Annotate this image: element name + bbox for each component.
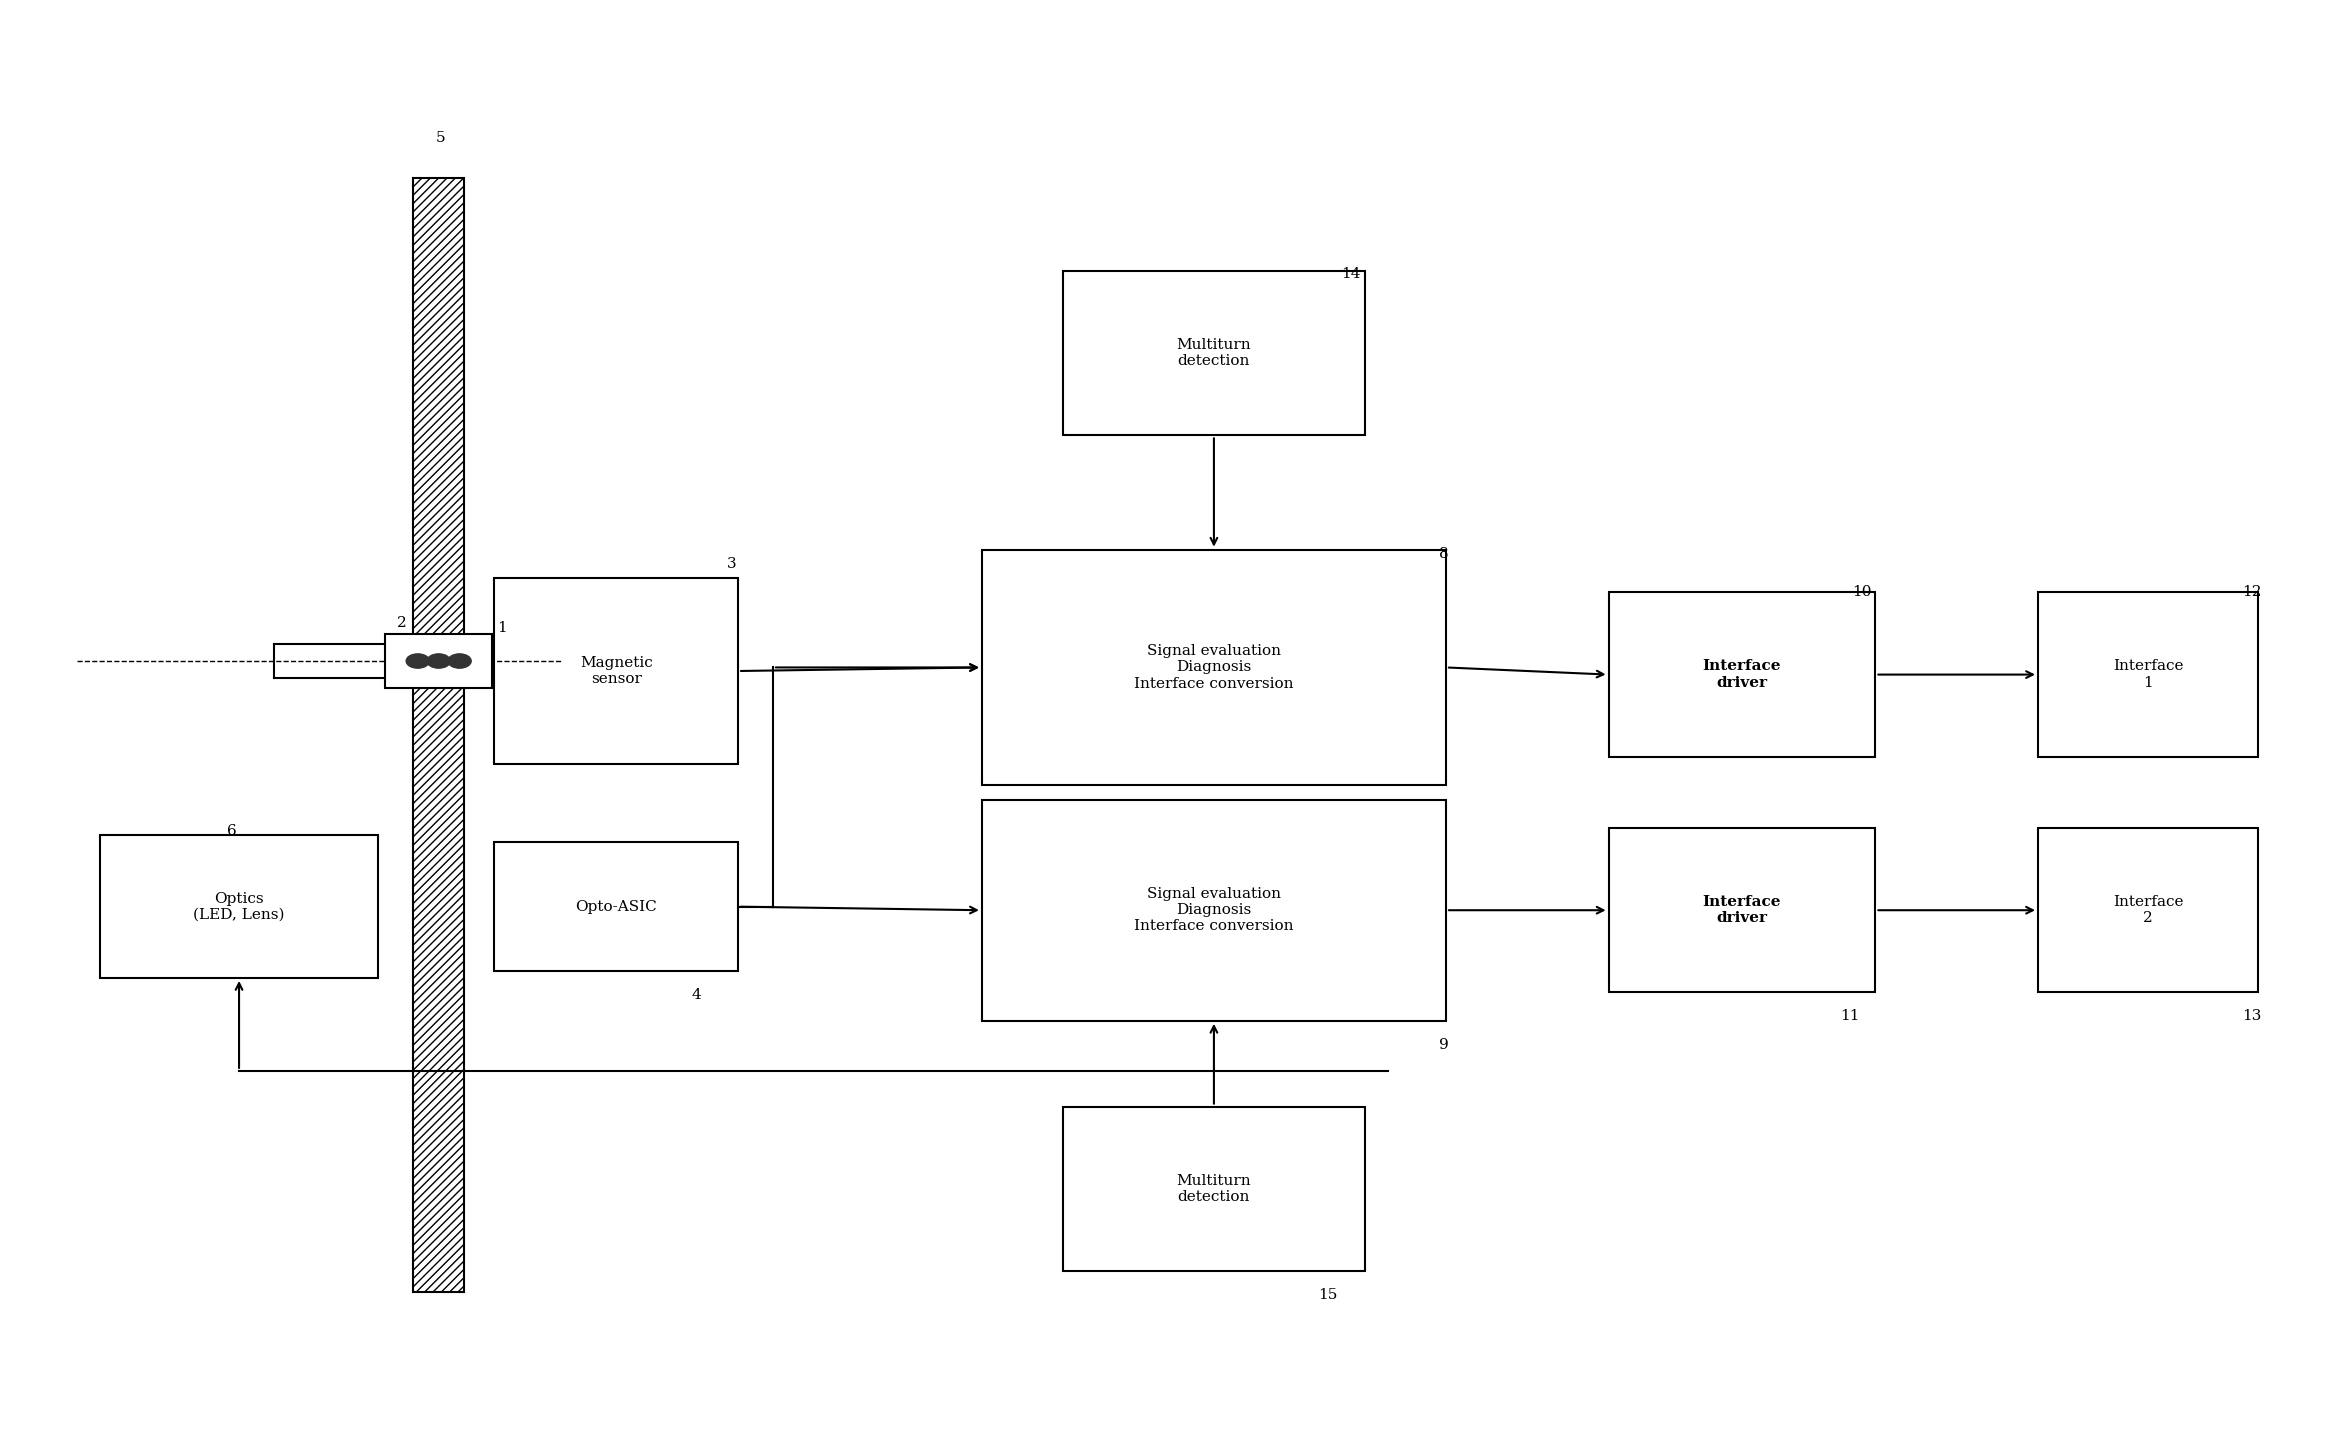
Text: Opto-ASIC: Opto-ASIC [574, 900, 656, 914]
Text: Interface
driver: Interface driver [1702, 895, 1782, 926]
Bar [981, 549, 1445, 786]
Text: 13: 13 [2242, 1009, 2263, 1024]
Text: Signal evaluation
Diagnosis
Interface conversion: Signal evaluation Diagnosis Interface co… [1135, 645, 1294, 691]
Text: Magnetic
sensor: Magnetic sensor [579, 656, 651, 686]
Text: 11: 11 [1840, 1009, 1861, 1024]
Text: 1: 1 [497, 622, 507, 636]
Bar [100, 835, 378, 978]
Text: 14: 14 [1343, 267, 1361, 281]
Bar [981, 799, 1445, 1021]
Bar [495, 578, 738, 764]
Text: Interface
2: Interface 2 [2113, 895, 2183, 926]
Text: 8: 8 [1438, 547, 1448, 561]
Text: 6: 6 [226, 823, 238, 838]
Text: Optics
(LED, Lens): Optics (LED, Lens) [194, 891, 285, 921]
Text: 15: 15 [1319, 1288, 1338, 1302]
Text: Interface
driver: Interface driver [1702, 659, 1782, 689]
Text: 10: 10 [1852, 585, 1873, 600]
Text: Multiturn
detection: Multiturn detection [1177, 339, 1252, 368]
Circle shape [406, 653, 430, 668]
Text: Signal evaluation
Diagnosis
Interface conversion: Signal evaluation Diagnosis Interface co… [1135, 887, 1294, 933]
Text: 4: 4 [691, 988, 700, 1002]
Bar [1062, 271, 1364, 435]
Text: 2: 2 [397, 616, 406, 630]
Text: 5: 5 [437, 131, 446, 146]
Text: 9: 9 [1438, 1038, 1448, 1053]
Bar [1062, 1106, 1364, 1270]
Text: Multiturn
detection: Multiturn detection [1177, 1174, 1252, 1204]
Bar [1609, 593, 1875, 757]
Bar [2038, 828, 2258, 992]
Bar [413, 179, 465, 1292]
Bar [385, 634, 493, 688]
Text: 12: 12 [2242, 585, 2263, 600]
Bar [1609, 828, 1875, 992]
Text: Interface
1: Interface 1 [2113, 659, 2183, 689]
Text: 3: 3 [726, 557, 736, 571]
Bar [495, 842, 738, 970]
Circle shape [427, 653, 451, 668]
Circle shape [448, 653, 472, 668]
Bar [2038, 593, 2258, 757]
